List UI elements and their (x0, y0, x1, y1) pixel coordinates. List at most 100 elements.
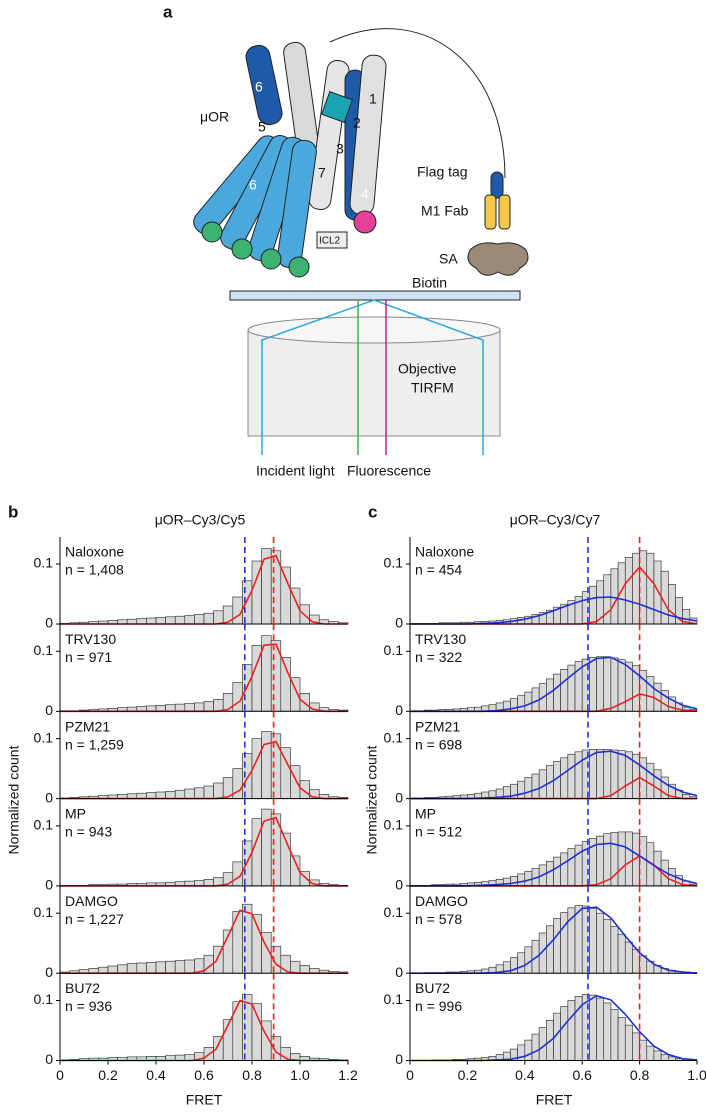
bar (567, 753, 576, 799)
bar (632, 948, 640, 974)
panel-subtitle: n = 1,227 (65, 911, 124, 927)
diagram-label: Incident light (256, 463, 335, 479)
panel-label: a (163, 2, 173, 21)
bar (194, 787, 205, 799)
diagram-label: TIRFM (411, 380, 454, 396)
bar (553, 856, 561, 887)
bar (589, 908, 597, 974)
y-tick-label: 0.1 (34, 642, 54, 658)
bar (653, 769, 662, 799)
bar (517, 695, 526, 712)
panel-title: PZM21 (415, 718, 460, 734)
bar (136, 792, 147, 799)
bar (165, 704, 176, 712)
icl2-box (316, 231, 348, 249)
bar (639, 836, 648, 887)
bar (232, 682, 243, 712)
panel-title: DAMGO (415, 893, 468, 909)
x-tick-label: 1.2 (338, 1067, 358, 1083)
bar (524, 691, 533, 712)
bar (553, 673, 561, 712)
bar (155, 704, 166, 712)
panel-subtitle: n = 322 (415, 649, 462, 665)
bar (589, 656, 597, 712)
bar (617, 1016, 626, 1061)
x-axis-label: FRET (186, 1092, 223, 1108)
panel-title: PZM21 (65, 718, 110, 734)
bar (146, 962, 157, 974)
y-tick-label: 0 (395, 964, 403, 980)
bar (603, 1002, 612, 1061)
panel-subtitle: n = 454 (415, 562, 462, 578)
bar (574, 905, 583, 974)
diagram (193, 28, 529, 455)
y-tick-label: 0.1 (34, 555, 54, 571)
y-tick-label: 0 (395, 789, 403, 805)
y-tick-label: 0 (45, 877, 53, 893)
diagram-label: ICL2 (319, 236, 341, 247)
bar (126, 963, 138, 974)
panel-title: Naloxone (415, 544, 474, 560)
bar (603, 918, 612, 974)
bar (174, 615, 186, 625)
bar (270, 733, 282, 799)
bar (174, 960, 186, 974)
diagram-label: 6 (255, 79, 263, 95)
light-path (261, 299, 484, 455)
bar (660, 1054, 669, 1061)
linker (329, 28, 506, 179)
bar (624, 831, 633, 887)
y-tick-label: 0 (45, 615, 53, 631)
bar (603, 749, 612, 799)
bar (610, 1009, 619, 1061)
bar (517, 780, 526, 799)
bar (146, 792, 157, 799)
bar (174, 703, 186, 712)
bar (184, 959, 195, 974)
bar (155, 791, 166, 799)
y-tick-label: 0.1 (384, 904, 404, 920)
panel-title: DAMGO (65, 893, 118, 909)
x-tick-label: 0.4 (146, 1067, 166, 1083)
bar (146, 705, 157, 712)
bar (560, 1006, 569, 1061)
bar (610, 568, 619, 625)
bar (194, 880, 205, 887)
bar (610, 657, 619, 712)
y-tick-label: 0 (395, 702, 403, 718)
bar (553, 918, 561, 974)
panel-subtitle: n = 1,259 (65, 736, 124, 752)
bar (667, 584, 676, 625)
y-tick-label: 0.1 (34, 904, 54, 920)
bar (567, 848, 576, 887)
bar (155, 961, 166, 974)
y-axis-label: Normalized count (6, 745, 22, 854)
bar (165, 616, 176, 625)
bar (270, 1036, 282, 1061)
bar (624, 557, 633, 625)
cy3 (201, 221, 223, 243)
cy3 (231, 238, 253, 260)
y-tick-label: 0.1 (384, 555, 404, 571)
panel-title: TRV130 (415, 631, 466, 647)
bar (567, 1000, 576, 1061)
diagram-label: 1 (369, 91, 377, 107)
diagram-label: Objective (398, 361, 457, 377)
bar (107, 965, 118, 974)
bar (560, 668, 569, 712)
y-tick-label: 0.1 (384, 817, 404, 833)
fab (498, 194, 511, 230)
panel-subtitle: n = 1,408 (65, 562, 124, 578)
bar (290, 960, 301, 974)
bar (546, 925, 554, 974)
x-tick-label: 1.0 (687, 1067, 706, 1083)
bar (589, 994, 597, 1061)
acceptor (353, 210, 377, 234)
y-tick-label: 0 (45, 702, 53, 718)
bar (517, 952, 526, 974)
bar (639, 1039, 648, 1061)
bar (646, 1045, 655, 1061)
bar (270, 945, 282, 974)
panel-subtitle: n = 971 (65, 649, 112, 665)
bar (184, 615, 195, 625)
